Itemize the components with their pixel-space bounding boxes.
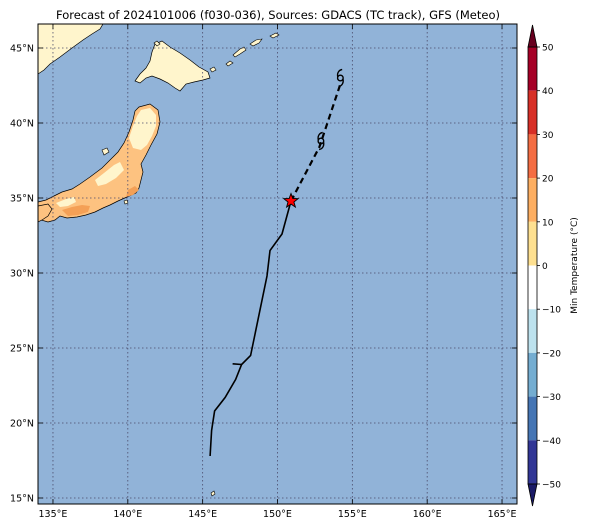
- lon-tick-label: 150°E: [263, 509, 292, 520]
- colorbar-tick-label: 10: [542, 218, 554, 228]
- typhoon-symbol-arm-top: [317, 131, 323, 141]
- colorbar-under-extend: [527, 483, 538, 507]
- izu-islet: [123, 199, 129, 205]
- boso-coast: [126, 186, 139, 197]
- sakhalin-tip: [153, 40, 161, 47]
- lat-tick-label: 15°N: [10, 494, 34, 505]
- colorbar-tick-label: −30: [542, 393, 561, 403]
- southern-islet: [210, 490, 216, 497]
- gridlines: [38, 24, 517, 504]
- western-highlands: [56, 197, 76, 207]
- warm-coastal-strip: [62, 205, 90, 216]
- lon-tick-label: 160°E: [413, 509, 442, 520]
- lat-tick-label: 30°N: [10, 269, 34, 280]
- sado-island: [101, 147, 110, 156]
- colorbar-label: Min Temperature (°C): [570, 217, 580, 314]
- observed-track-branch: [232, 363, 242, 366]
- land-layer: [38, 24, 280, 497]
- colorbar-segment: [528, 352, 537, 397]
- tc-track: [209, 68, 344, 457]
- colorbar-tick-label: 50: [542, 44, 554, 54]
- map-title: Forecast of 2024101006 (f030-036), Sourc…: [56, 8, 500, 22]
- colorbar-segment: [528, 396, 537, 441]
- colorbar-over-extend: [527, 24, 538, 48]
- colorbar-tick-label: 40: [542, 87, 554, 97]
- map-panel: 135°E 140°E 145°E 150°E 155°E 160°E 165°E 15°N 2…: [10, 23, 518, 520]
- typhoon-symbol-arm-bottom: [338, 78, 344, 88]
- lon-tick-label: 165°E: [488, 509, 517, 520]
- honshu-highlands: [129, 108, 156, 150]
- typhoon-symbol-arm-top: [336, 68, 343, 78]
- kuril-island-1: [209, 66, 217, 73]
- lon-tick-label: 145°E: [188, 509, 217, 520]
- lon-tick-label: 140°E: [113, 509, 142, 520]
- typhoon-symbol-icon: [336, 68, 344, 88]
- kuril-island-4: [249, 38, 263, 47]
- lat-tick-label: 45°N: [10, 44, 34, 55]
- colorbar-segment: [528, 178, 537, 222]
- colorbar: 50 40 30 20 10 0 −10 −20 −30 −40 −50 Min Temperatur…: [527, 24, 580, 507]
- forecast-track-line: [290, 83, 342, 202]
- colorbar-segment: [528, 309, 537, 353]
- current-position-star-icon: [282, 192, 300, 209]
- kuril-island-3: [232, 46, 247, 58]
- colorbar-tick-label: −20: [542, 349, 561, 359]
- colorbar-tick-label: 20: [542, 175, 554, 185]
- hokkaido-island: [134, 40, 211, 92]
- map-axes: 135°E 140°E 145°E 150°E 155°E 160°E 165°E 15°N 2…: [10, 24, 517, 520]
- lon-tick-label: 135°E: [39, 509, 68, 520]
- colorbar-segment: [528, 134, 537, 179]
- colorbar-tick-label: −10: [542, 306, 561, 316]
- lat-tick-label: 25°N: [10, 344, 34, 355]
- colorbar-tick-label: 30: [542, 131, 554, 141]
- kuril-island-5: [269, 32, 280, 39]
- central-highlands: [95, 162, 124, 186]
- colorbar-segment: [528, 440, 537, 484]
- mainland-coast: [38, 24, 104, 75]
- kuril-island-2: [225, 60, 234, 67]
- colorbar-tick-label: −40: [542, 437, 561, 447]
- colorbar-tick-label: 0: [542, 262, 548, 272]
- typhoon-symbol-icon: [317, 131, 325, 151]
- lat-tick-label: 35°N: [10, 194, 34, 205]
- lon-tick-label: 155°E: [338, 509, 367, 520]
- colorbar-segment: [528, 90, 537, 135]
- lat-tick-label: 40°N: [10, 119, 34, 130]
- colorbar-segment: [528, 265, 537, 310]
- typhoon-symbol-arm-bottom: [318, 141, 325, 151]
- typhoon-symbol-core: [336, 74, 344, 82]
- colorbar-tick-label: −50: [542, 481, 561, 491]
- colorbar-segment: [528, 47, 537, 91]
- lat-tick-label: 20°N: [10, 419, 34, 430]
- kyushu-island: [38, 203, 53, 223]
- colorbar-segment: [528, 221, 537, 266]
- typhoon-symbol-core: [317, 137, 325, 145]
